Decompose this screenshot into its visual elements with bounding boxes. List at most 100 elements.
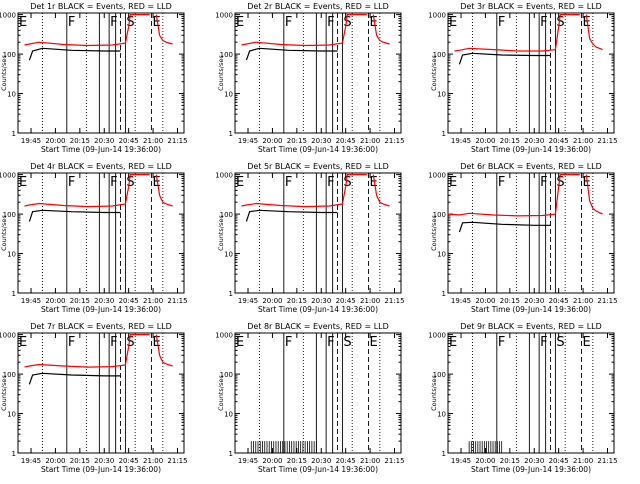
x-tick-label: 20:15 bbox=[287, 457, 307, 465]
series-lld bbox=[24, 14, 150, 47]
x-tick-label: 21:00 bbox=[573, 137, 593, 145]
x-axis-label: Start Time (09-Jun-14 19:36:00) bbox=[258, 145, 378, 154]
series-lld bbox=[24, 174, 150, 208]
panel-det-6: Det 6r BLACK = Events, RED = LLD 1 10 100 10… bbox=[428, 162, 617, 314]
x-tick-label: 19:45 bbox=[451, 137, 471, 145]
marker-label: E bbox=[152, 335, 160, 350]
x-tick-label: 20:45 bbox=[119, 137, 139, 145]
marker-label: E bbox=[449, 15, 457, 30]
x-tick-label: 21:15 bbox=[167, 137, 187, 145]
y-axis-label: Counts/sec bbox=[430, 55, 438, 91]
y-axis-label: Counts/sec bbox=[430, 375, 438, 411]
panel-title: Det 1r BLACK = Events, RED = LLD bbox=[30, 2, 172, 11]
series-events bbox=[458, 221, 551, 233]
series-events bbox=[28, 209, 121, 222]
marker-label: S bbox=[556, 175, 564, 190]
x-tick-label: 20:00 bbox=[475, 457, 495, 465]
y-tick-label: 1000 bbox=[0, 12, 16, 20]
marker-label: E bbox=[19, 15, 27, 30]
series-lld bbox=[372, 174, 390, 207]
x-tick-label: 21:15 bbox=[167, 297, 187, 305]
x-tick-label: 20:00 bbox=[262, 457, 282, 465]
series-lld bbox=[241, 174, 367, 208]
x-tick-label: 19:45 bbox=[21, 137, 41, 145]
x-tick-label: 20:45 bbox=[549, 297, 569, 305]
y-axis-label: Counts/sec bbox=[0, 55, 8, 91]
x-tick-label: 20:30 bbox=[311, 457, 331, 465]
marker-label: F bbox=[285, 335, 292, 350]
panel-det-5: Det 5r BLACK = Events, RED = LLD 1 10 100 10… bbox=[215, 162, 404, 314]
series-events bbox=[458, 52, 551, 65]
y-tick-label: 100 bbox=[220, 211, 233, 219]
series-events bbox=[245, 209, 338, 222]
x-tick-label: 19:45 bbox=[238, 137, 258, 145]
series-lld bbox=[447, 174, 580, 217]
x-tick-label: 19:45 bbox=[21, 297, 41, 305]
marker-label: F bbox=[68, 335, 75, 350]
marker-label: E bbox=[236, 335, 244, 350]
marker-label: E bbox=[19, 335, 27, 350]
series-lld bbox=[155, 174, 173, 207]
panel-det-8: Det 8r BLACK = Events, RED = LLD 1 10 100 10… bbox=[215, 322, 404, 474]
x-tick-label: 20:45 bbox=[119, 457, 139, 465]
y-axis-label: Counts/sec bbox=[0, 215, 8, 251]
x-tick-label: 21:00 bbox=[360, 137, 380, 145]
panel-title: Det 6r BLACK = Events, RED = LLD bbox=[460, 162, 602, 171]
panel-det-3: Det 3r BLACK = Events, RED = LLD 1 10 100 10… bbox=[428, 2, 617, 154]
x-tick-label: 20:30 bbox=[94, 297, 114, 305]
series-events bbox=[28, 372, 121, 385]
x-tick-label: 20:30 bbox=[94, 137, 114, 145]
marker-label: F bbox=[498, 335, 505, 350]
x-tick-label: 20:45 bbox=[549, 457, 569, 465]
marker-label: E bbox=[152, 15, 160, 30]
marker-label: S bbox=[343, 15, 351, 30]
marker-label: F bbox=[498, 15, 505, 30]
x-tick-label: 20:30 bbox=[524, 457, 544, 465]
marker-label: E bbox=[19, 175, 27, 190]
plot-frame bbox=[447, 172, 615, 294]
series-lld bbox=[454, 14, 580, 52]
x-tick-label: 20:00 bbox=[262, 297, 282, 305]
y-tick-label: 1000 bbox=[0, 172, 16, 180]
x-tick-label: 20:15 bbox=[500, 457, 520, 465]
marker-label: F bbox=[68, 15, 75, 30]
x-tick-label: 21:15 bbox=[597, 297, 617, 305]
y-axis-label: Counts/sec bbox=[217, 215, 225, 251]
y-tick-label: 100 bbox=[433, 211, 446, 219]
x-tick-label: 20:00 bbox=[475, 137, 495, 145]
y-tick-label: 100 bbox=[433, 51, 446, 59]
y-tick-label: 1000 bbox=[0, 332, 16, 340]
y-tick-label: 1 bbox=[229, 130, 233, 138]
x-tick-label: 19:45 bbox=[238, 457, 258, 465]
marker-label: F bbox=[327, 175, 334, 190]
y-tick-label: 100 bbox=[3, 371, 16, 379]
x-tick-label: 21:00 bbox=[573, 457, 593, 465]
series-lld bbox=[585, 174, 603, 215]
x-axis-label: Start Time (09-Jun-14 19:36:00) bbox=[258, 465, 378, 474]
panel-det-9: Det 9r BLACK = Events, RED = LLD 1 10 100 10… bbox=[428, 322, 617, 474]
x-axis-label: Start Time (09-Jun-14 19:36:00) bbox=[471, 305, 591, 314]
x-tick-label: 21:15 bbox=[597, 137, 617, 145]
marker-label: F bbox=[110, 335, 117, 350]
x-tick-label: 21:00 bbox=[573, 297, 593, 305]
x-tick-label: 20:30 bbox=[524, 297, 544, 305]
x-tick-label: 19:45 bbox=[21, 457, 41, 465]
marker-label: F bbox=[68, 175, 75, 190]
marker-label: E bbox=[152, 175, 160, 190]
y-tick-label: 10 bbox=[437, 251, 446, 259]
x-tick-label: 19:45 bbox=[451, 297, 471, 305]
y-tick-label: 1000 bbox=[215, 172, 233, 180]
plot-frame bbox=[234, 332, 402, 454]
y-tick-label: 100 bbox=[3, 211, 16, 219]
y-tick-label: 10 bbox=[437, 411, 446, 419]
x-tick-label: 21:15 bbox=[384, 457, 404, 465]
marker-label: F bbox=[327, 335, 334, 350]
marker-label: S bbox=[126, 175, 134, 190]
marker-label: E bbox=[236, 15, 244, 30]
marker-label: S bbox=[126, 335, 134, 350]
panel-title: Det 9r BLACK = Events, RED = LLD bbox=[460, 322, 602, 331]
x-tick-label: 20:15 bbox=[287, 297, 307, 305]
marker-label: F bbox=[540, 175, 547, 190]
x-tick-label: 21:00 bbox=[143, 297, 163, 305]
marker-label: E bbox=[449, 335, 457, 350]
